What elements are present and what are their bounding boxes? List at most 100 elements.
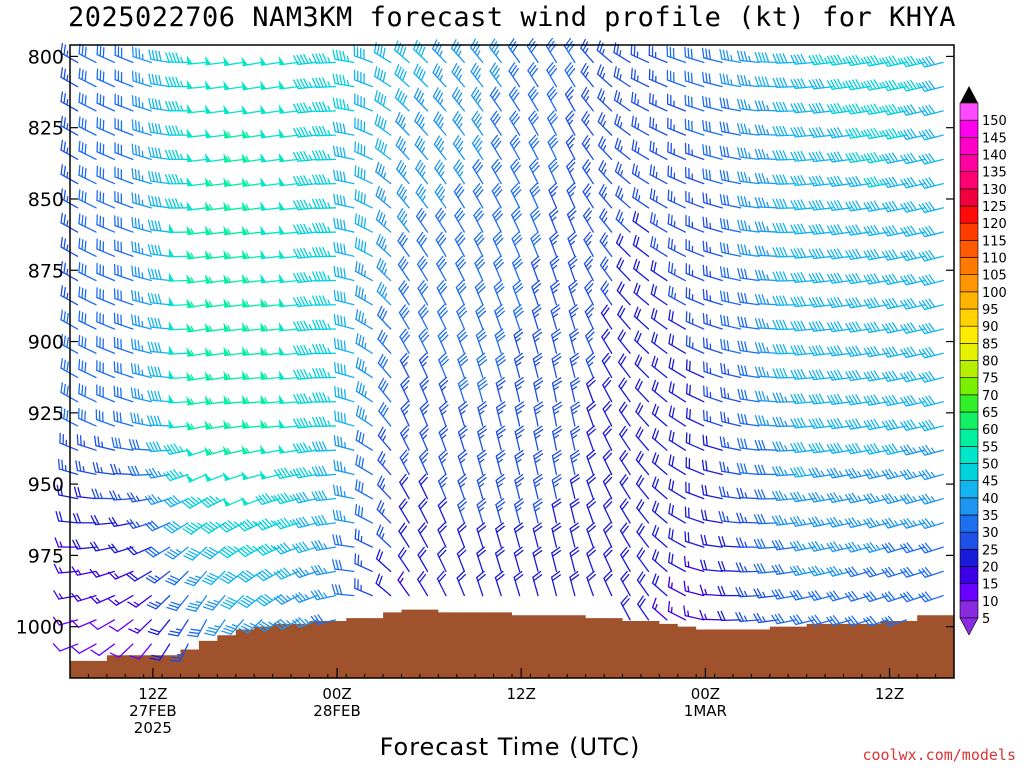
wind-barb xyxy=(377,451,392,476)
wind-barb xyxy=(128,438,152,451)
wind-barb xyxy=(667,237,687,257)
wind-barb xyxy=(700,534,723,548)
wind-barb xyxy=(754,76,779,88)
wind-barb xyxy=(790,296,815,308)
wind-barb xyxy=(311,77,337,88)
wind-barb xyxy=(618,425,631,451)
wind-barb xyxy=(826,248,852,260)
wind-barb xyxy=(108,516,134,528)
wind-barb xyxy=(147,317,171,330)
wind-barb xyxy=(772,343,797,355)
wind-barb xyxy=(260,177,281,187)
colorbar-swatch xyxy=(959,428,979,447)
wind-barb xyxy=(719,97,742,112)
wind-barb xyxy=(147,292,171,306)
wind-barb xyxy=(126,519,152,529)
wind-barb xyxy=(599,256,613,282)
wind-barb xyxy=(551,546,562,573)
wind-barb xyxy=(636,571,650,597)
y-tick-label: 975 xyxy=(28,545,64,567)
wind-barb xyxy=(620,595,631,621)
wind-barb xyxy=(186,128,208,138)
wind-barb xyxy=(702,264,723,282)
wind-barb xyxy=(147,390,171,403)
wind-barb xyxy=(292,491,318,504)
wind-barb xyxy=(495,449,506,476)
wind-barb xyxy=(845,321,871,333)
wind-barb xyxy=(454,231,466,257)
wind-barb xyxy=(509,134,521,161)
wind-barb xyxy=(790,102,815,114)
wind-barb xyxy=(668,357,687,379)
wind-barb xyxy=(667,576,687,597)
wind-barb xyxy=(863,79,889,91)
wind-barb xyxy=(585,376,596,403)
wind-barb xyxy=(438,425,449,451)
wind-barb xyxy=(863,321,889,334)
wind-barb xyxy=(311,465,337,477)
wind-barb xyxy=(685,359,705,379)
wind-barb xyxy=(222,497,245,507)
wind-barb xyxy=(754,269,779,282)
wind-barb xyxy=(292,567,318,579)
wind-speed-colorbar: 5 10 15 20 25 30 35 40 45 50 55 60 65 70 75 80 85 90 95 100… xyxy=(959,86,1007,636)
wind-barb xyxy=(668,503,687,524)
wind-barb xyxy=(701,47,723,64)
wind-barb xyxy=(510,158,521,185)
wind-barb xyxy=(333,313,355,330)
wind-barb xyxy=(131,192,152,209)
wind-barb xyxy=(236,519,263,532)
wind-barb xyxy=(474,279,486,306)
wind-barb xyxy=(163,469,189,482)
wind-barb xyxy=(702,434,723,451)
colorbar-swatch xyxy=(959,257,979,275)
wind-barb xyxy=(354,93,373,112)
wind-barb xyxy=(78,164,97,185)
wind-barb xyxy=(260,56,281,66)
wind-barb xyxy=(355,479,373,500)
wind-barb xyxy=(549,255,560,282)
wind-barb xyxy=(735,562,760,573)
wind-barb xyxy=(476,376,488,403)
x-tick-label: 12Z xyxy=(875,685,904,703)
wind-barb xyxy=(278,370,300,380)
wind-barb xyxy=(737,292,760,306)
wind-barb xyxy=(260,321,281,332)
wind-barb xyxy=(260,346,281,356)
wind-barb xyxy=(204,420,226,430)
wind-barb xyxy=(167,619,189,637)
wind-barb xyxy=(438,352,449,379)
x-tick-label: 27FEB xyxy=(129,702,176,720)
wind-barb xyxy=(844,541,871,553)
wind-barb xyxy=(580,38,594,64)
wind-barb xyxy=(413,63,429,88)
wind-barb xyxy=(419,376,429,403)
colorbar-swatch xyxy=(959,205,979,224)
wind-barb xyxy=(131,119,152,136)
wind-barb xyxy=(790,247,815,259)
wind-barb xyxy=(166,594,189,612)
wind-barb xyxy=(147,268,171,282)
wind-barb xyxy=(546,62,558,88)
wind-barb xyxy=(376,257,392,282)
wind-barb xyxy=(753,513,779,525)
wind-barb xyxy=(584,304,595,330)
wind-barb xyxy=(808,491,834,503)
wind-barb xyxy=(649,212,668,233)
wind-barb xyxy=(223,394,245,405)
wind-barb xyxy=(754,221,779,233)
wind-barb xyxy=(735,537,760,548)
wind-barb xyxy=(435,207,447,233)
wind-barb xyxy=(126,570,152,582)
wind-barb xyxy=(863,615,889,627)
wind-barb xyxy=(145,467,171,479)
wind-barb xyxy=(354,141,373,161)
wind-barb xyxy=(844,492,871,504)
wind-barb xyxy=(514,498,524,524)
wind-barb xyxy=(260,80,281,91)
wind-barb xyxy=(52,643,79,652)
colorbar-tick-label: 105 xyxy=(982,269,1007,284)
wind-barb xyxy=(684,118,705,136)
wind-barb xyxy=(881,128,908,140)
